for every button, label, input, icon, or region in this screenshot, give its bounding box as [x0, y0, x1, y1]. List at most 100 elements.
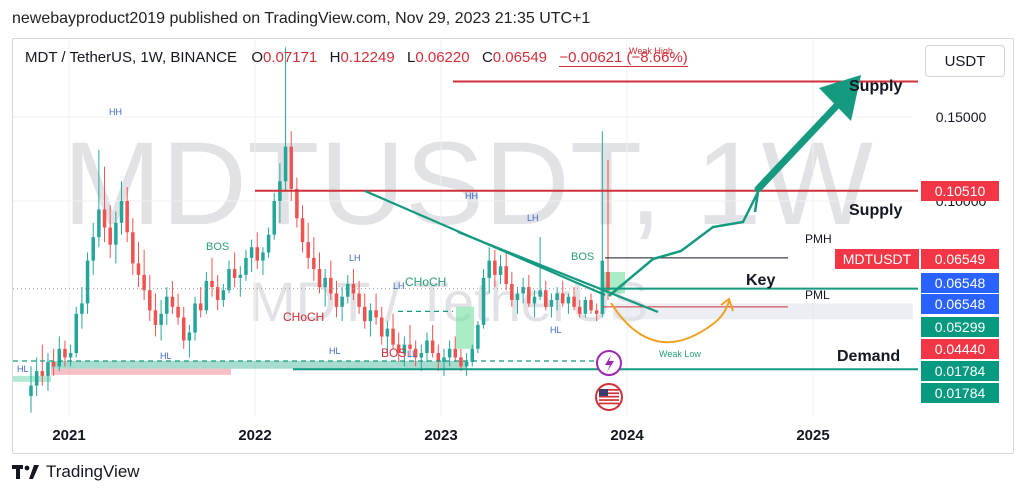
price-tag: 0.04440: [935, 341, 986, 357]
structure-label: LH: [393, 281, 405, 291]
candle-body: [34, 371, 39, 386]
candle-body: [312, 257, 316, 270]
candle-body: [606, 271, 610, 291]
candle-body: [442, 357, 446, 362]
candle-body: [368, 310, 373, 322]
watermark-main: MDTUSDT, 1W: [63, 118, 873, 250]
tradingview-logo-icon: [12, 465, 39, 479]
flag-stripe: [599, 402, 619, 405]
order-block-zone: [456, 306, 474, 349]
legend-high: 0.12249: [340, 49, 395, 66]
candle-body: [85, 260, 90, 304]
candle-body: [266, 234, 271, 253]
flag-stripe: [599, 389, 619, 391]
candle-body: [29, 385, 33, 397]
candle-body: [136, 263, 141, 275]
price-tag: 0.05299: [935, 319, 986, 335]
structure-label: BOS: [381, 346, 406, 360]
candle-body: [63, 348, 67, 358]
candle-body: [481, 277, 486, 325]
candle-body: [142, 274, 146, 291]
candle-body: [470, 348, 474, 362]
x-tick-label: 2023: [424, 427, 457, 444]
candle-body: [119, 201, 124, 223]
pml-label: PML: [805, 288, 830, 302]
legend-high-label: H: [329, 49, 341, 66]
ohlc-legend: MDT / TetherUS, 1W, BINANCE O0.07171 H0.…: [25, 49, 688, 67]
publisher-line: newebayproduct2019 published on TradingV…: [12, 10, 591, 27]
candle-body: [515, 293, 520, 301]
candle-body: [560, 293, 565, 304]
structure-label: HL: [160, 351, 172, 361]
demand-zone: [51, 360, 466, 369]
price-chart[interactable]: MDTUSDT, 1W MDT / TetherUS SupplySupplyP…: [13, 39, 1013, 453]
price-tag-bg: [921, 273, 999, 293]
candle-body: [566, 296, 571, 304]
structure-label: Weak Low: [659, 349, 701, 359]
candle-body: [357, 293, 361, 307]
legend-symbol: MDT / TetherUS, 1W, BINANCE: [25, 49, 237, 66]
candle-body: [544, 290, 548, 307]
candle-body: [227, 269, 231, 291]
supply-zone-low: [51, 368, 231, 375]
candle-body: [510, 283, 514, 301]
candle-body: [447, 348, 452, 358]
candle-body: [504, 266, 508, 284]
candle-body: [391, 328, 395, 345]
footer-brand: TradingView: [46, 462, 140, 481]
candle-body: [487, 260, 491, 278]
structure-label: HL: [329, 346, 341, 356]
candle-body: [340, 296, 344, 307]
key-label: Key: [746, 272, 775, 289]
candle-body: [374, 310, 378, 318]
candle-body: [521, 287, 525, 294]
candle-body: [68, 353, 73, 358]
candle-body: [198, 303, 203, 311]
candle-body: [40, 371, 45, 376]
legend-open: 0.07171: [263, 49, 318, 66]
candle-body: [430, 340, 435, 354]
retest-curve: [610, 300, 730, 344]
retest-curve-arrowhead: [720, 297, 734, 312]
candles: [29, 47, 610, 413]
price-tag-name: MDTUSDT: [843, 251, 912, 267]
grid-lines: [13, 39, 913, 417]
x-tick-label: 2022: [238, 427, 271, 444]
legend-low: 0.06220: [415, 49, 470, 66]
candle-body: [289, 146, 293, 189]
candle-body: [165, 296, 169, 314]
candle-body: [114, 222, 118, 245]
price-tag: 0.10510: [935, 183, 986, 199]
candle-body: [476, 324, 480, 349]
pmh-label: PMH: [805, 232, 832, 246]
legend-change: −0.00621 (−8.66%): [559, 49, 688, 67]
candle-body: [589, 300, 593, 311]
chart-frame[interactable]: MDTUSDT, 1W MDT / TetherUS Supply Supply P…: [12, 38, 1014, 454]
candle-body: [363, 306, 367, 322]
structure-label: LL: [407, 349, 417, 359]
descending-trendline-2: [457, 230, 659, 314]
candle-body: [272, 201, 276, 235]
candle-body: [436, 353, 441, 362]
candle-body: [425, 340, 429, 354]
arrow-head-icon: [819, 75, 861, 121]
candle-body: [577, 306, 582, 314]
price-tag-name-bg: [835, 249, 919, 269]
legend-close: 0.06549: [492, 49, 548, 66]
candle-body: [51, 361, 56, 367]
candle-body: [555, 293, 559, 301]
candle-body: [170, 296, 175, 307]
candle-body: [549, 300, 554, 307]
candle-body: [125, 201, 129, 233]
candle-body: [204, 280, 209, 311]
price-tag: 0.06549: [935, 251, 986, 267]
structure-label: BOS: [206, 241, 229, 253]
bos-zone: [13, 375, 51, 382]
structure-label: HL: [550, 325, 562, 335]
legend-open-label: O: [251, 49, 264, 66]
candle-body: [176, 306, 180, 318]
candle-body: [464, 361, 469, 367]
currency-button[interactable]: USDT: [925, 45, 1005, 77]
y-tick-label: 0.15000: [936, 109, 987, 125]
